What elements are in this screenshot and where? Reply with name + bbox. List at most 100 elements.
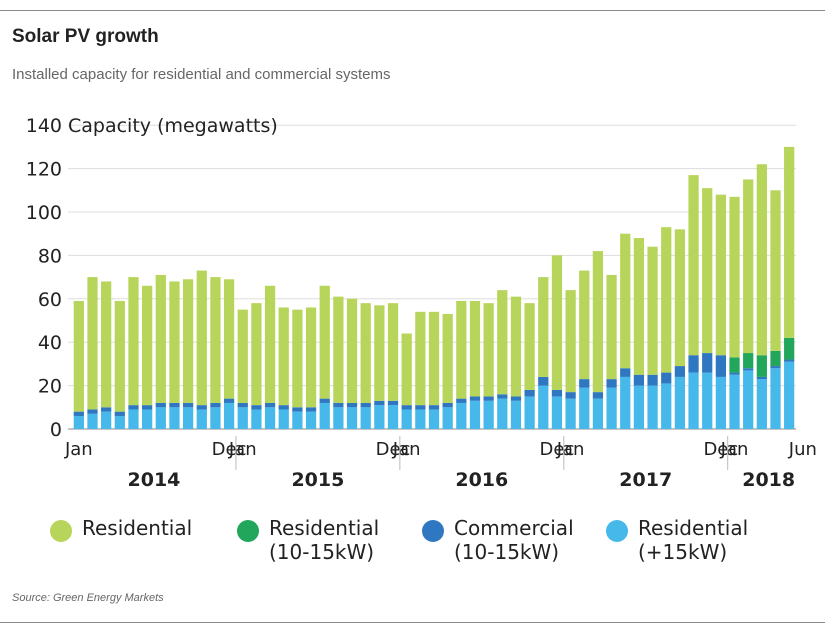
- bar-segment: [142, 285, 153, 406]
- bar-segment: [661, 372, 672, 384]
- bar-segment: [401, 333, 412, 406]
- bar-segment: [101, 281, 112, 408]
- bar-segment: [360, 303, 371, 403]
- bar-segment: [401, 405, 412, 410]
- y-tick-label: 20: [38, 376, 62, 398]
- bar-segment: [497, 398, 508, 429]
- bar-segment: [770, 368, 781, 429]
- bar-segment: [702, 353, 713, 373]
- bar-segment: [579, 387, 590, 429]
- bar-segment: [305, 407, 317, 412]
- bar-segment: [442, 402, 453, 408]
- x-month-label: Jan: [228, 439, 257, 460]
- bar-segment: [374, 405, 385, 429]
- legend-label: Residential (10-15kW): [269, 516, 380, 564]
- bar-segment: [360, 407, 371, 429]
- legend-label: Residential: [82, 516, 193, 540]
- bar-segment: [415, 409, 426, 429]
- bar-segment: [128, 405, 139, 410]
- bar-segment: [565, 398, 576, 429]
- x-month-label: Jan: [392, 439, 421, 460]
- y-tick-label: 120: [26, 159, 62, 181]
- bar-segment: [633, 385, 645, 429]
- bar-segment: [155, 407, 166, 429]
- x-month-label: Jan: [556, 439, 585, 460]
- bar-segment: [606, 274, 617, 380]
- bar-segment: [428, 311, 440, 406]
- bar-segment: [278, 405, 289, 410]
- bar-segment: [305, 307, 317, 408]
- bar-segment: [374, 305, 385, 401]
- bar-segment: [551, 255, 563, 390]
- bar-segment: [210, 277, 221, 403]
- x-year-labels: 2014 2015 2016 2017 2018: [128, 436, 795, 491]
- bar-segment: [114, 300, 125, 412]
- x-month-label: Dec: [540, 439, 575, 460]
- bar-segment: [592, 392, 604, 399]
- bar-segment: [87, 409, 98, 414]
- bar-segment: [592, 398, 604, 429]
- bar-segment: [237, 407, 248, 429]
- bar-segment: [784, 146, 795, 338]
- bar-segment: [169, 407, 180, 429]
- bar-segment: [196, 409, 207, 429]
- bar-segment: [278, 307, 289, 406]
- bar-segment: [415, 311, 426, 406]
- bar-segment: [251, 409, 262, 429]
- bar-segment: [674, 376, 686, 429]
- bar-segment: [524, 396, 535, 429]
- bar-segment: [251, 303, 262, 406]
- bar-segment: [674, 229, 686, 367]
- x-year-label: 2016: [455, 469, 508, 491]
- bar-segment: [647, 374, 658, 386]
- bar-segment: [483, 396, 494, 401]
- chart-subtitle: Installed capacity for residential and c…: [12, 66, 391, 83]
- bar-segment: [264, 407, 276, 429]
- top-rule: [0, 10, 825, 11]
- bar-segment: [620, 233, 631, 369]
- bar-segment: [210, 402, 221, 408]
- chart-title: Solar PV growth: [12, 26, 159, 47]
- bar-segment: [784, 359, 795, 362]
- bar-segment: [333, 402, 344, 408]
- bar-segment: [784, 361, 795, 429]
- bar-segment: [87, 277, 98, 410]
- bar-segment: [346, 402, 358, 408]
- bar-segment: [223, 402, 235, 429]
- y-tick-label: 40: [38, 332, 62, 354]
- x-year-label: 2015: [291, 469, 344, 491]
- bar-segment: [155, 274, 166, 403]
- bar-segment: [319, 285, 330, 399]
- bar-segment: [223, 279, 235, 399]
- x-month-label: Jun: [788, 439, 817, 460]
- bar-segment: [292, 309, 303, 408]
- x-month-label: Dec: [212, 439, 247, 460]
- bar-segment: [729, 196, 740, 358]
- bar-segment: [661, 383, 672, 429]
- bar-segment: [483, 303, 494, 397]
- bar-segment: [142, 405, 153, 410]
- bar-segment: [87, 413, 98, 429]
- bar-segment: [715, 355, 726, 377]
- bar-segment: [456, 300, 467, 399]
- bar-segment: [729, 372, 740, 375]
- bar-segment: [579, 379, 590, 388]
- legend-swatch: [237, 520, 259, 542]
- x-month-label: Jan: [64, 439, 93, 460]
- legend-swatch: [606, 520, 628, 542]
- legend-swatch: [422, 520, 444, 542]
- bar-segment: [497, 394, 508, 399]
- bar-segment: [251, 405, 262, 410]
- y-tick-label: 60: [38, 289, 62, 311]
- bar-segment: [688, 355, 699, 373]
- bar-segment: [305, 411, 317, 429]
- bar-segment: [415, 405, 426, 410]
- bar-segment: [633, 238, 645, 375]
- bar-segment: [565, 392, 576, 399]
- bar-segment: [524, 389, 535, 397]
- bar-segment: [756, 164, 767, 356]
- legend-swatch: [50, 520, 72, 542]
- bar-segment: [346, 298, 358, 403]
- bar-segment: [565, 290, 576, 393]
- bar-segment: [387, 303, 399, 401]
